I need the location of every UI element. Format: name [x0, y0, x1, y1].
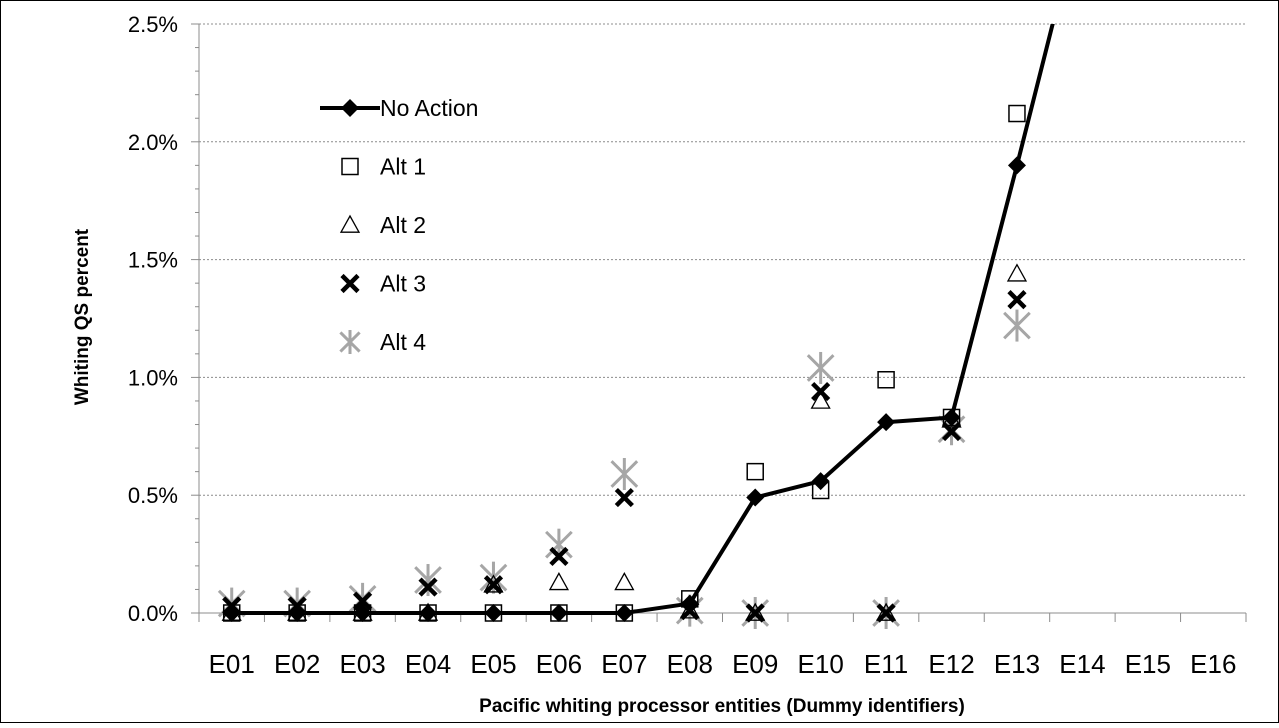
data-point [877, 413, 896, 432]
legend-entry: Alt 3 [340, 271, 426, 297]
data-point [353, 604, 372, 622]
legend: No Action Alt 1 Alt 2 Alt 3 Alt 4 [320, 95, 478, 355]
data-point [419, 604, 438, 622]
data-point [745, 603, 765, 623]
data-point [222, 604, 241, 622]
data-point [615, 604, 634, 622]
x-stroke [340, 273, 360, 294]
data-point [483, 574, 504, 593]
data-point [875, 602, 897, 621]
series-line [231, 24, 1055, 615]
x-tick-label: E06 [536, 649, 582, 679]
data-point [549, 604, 568, 622]
legend-marker [341, 99, 359, 117]
y-tick-label: 1.5% [128, 248, 178, 273]
legend-label: No Action [380, 95, 478, 121]
data-point [746, 462, 764, 481]
data-point [479, 561, 508, 594]
x-stroke [1007, 290, 1027, 310]
legend-entry: Alt 4 [339, 329, 426, 355]
x-axis-title: Pacific whiting processor entities (Dumm… [479, 696, 965, 717]
data-point [1007, 290, 1027, 310]
data-point [610, 457, 639, 490]
y-tick-label: 0.5% [128, 483, 178, 508]
data-point [484, 604, 503, 622]
x-tick-label: E15 [1125, 649, 1171, 679]
data-point [1008, 104, 1026, 123]
legend-marker [340, 273, 360, 294]
x-tick-label: E02 [274, 649, 320, 679]
data-point [288, 604, 307, 622]
data-point [418, 577, 438, 597]
data-point [876, 603, 896, 623]
x-tick-label: E09 [732, 649, 778, 679]
legend-marker [339, 330, 361, 354]
legend-label: Alt 1 [380, 154, 426, 180]
x-tick-label: E11 [864, 649, 908, 679]
x-stroke [745, 603, 765, 623]
legend-entry: Alt 2 [339, 212, 426, 238]
data-point [810, 390, 831, 409]
x-tick-label: E16 [1190, 649, 1236, 679]
y-axis-title: Whiting QS percent [72, 228, 93, 405]
data-point [548, 572, 570, 591]
legend-entry: No Action [320, 95, 478, 121]
legend-label: Alt 3 [380, 271, 426, 297]
series-layer [217, 24, 1055, 629]
data-point [414, 564, 442, 597]
y-tick-label: 1.0% [128, 365, 178, 390]
gridlines [199, 23, 1246, 496]
x-stroke [941, 421, 962, 442]
x-tick-label: E14 [1059, 649, 1105, 679]
x-tick-label: E10 [798, 649, 844, 679]
data-point [614, 572, 635, 591]
y-tick-label: 2.5% [128, 12, 178, 37]
x-tick-label: E13 [994, 649, 1040, 679]
x-tick-label: E05 [470, 649, 516, 679]
x-tick-label: E01 [209, 649, 255, 679]
x-tick-label: E04 [405, 649, 451, 679]
data-point [877, 371, 895, 389]
data-point [1006, 263, 1028, 282]
data-point [679, 600, 700, 619]
x-stroke [418, 577, 438, 597]
data-point [614, 487, 634, 508]
x-stroke [483, 575, 504, 595]
data-point [941, 421, 962, 442]
data-point [353, 591, 373, 611]
series-no-action [222, 24, 1055, 622]
data-point [483, 575, 504, 595]
x-stroke [549, 546, 569, 567]
data-point [942, 408, 961, 427]
data-point [549, 546, 569, 567]
data-point [1003, 309, 1031, 342]
data-point [806, 351, 835, 384]
legend-label: Alt 2 [380, 212, 426, 238]
y-tick-label: 2.0% [128, 130, 178, 155]
x-stroke [876, 603, 896, 623]
legend-label: Alt 4 [380, 329, 426, 355]
y-tick-label: 0.0% [128, 601, 178, 626]
data-point [745, 602, 766, 621]
x-stroke [353, 591, 373, 611]
x-tick-label: E12 [928, 649, 974, 679]
data-point [1007, 156, 1026, 175]
x-stroke [614, 487, 634, 508]
legend-marker [339, 214, 361, 233]
data-point [811, 472, 830, 491]
legend-entry: Alt 1 [341, 154, 426, 180]
legend-marker [341, 157, 359, 176]
x-tick-label: E03 [339, 649, 385, 679]
data-point [680, 594, 699, 613]
x-tick-label: E08 [667, 649, 713, 679]
x-tick-label: E07 [601, 649, 647, 679]
data-point [746, 488, 765, 507]
